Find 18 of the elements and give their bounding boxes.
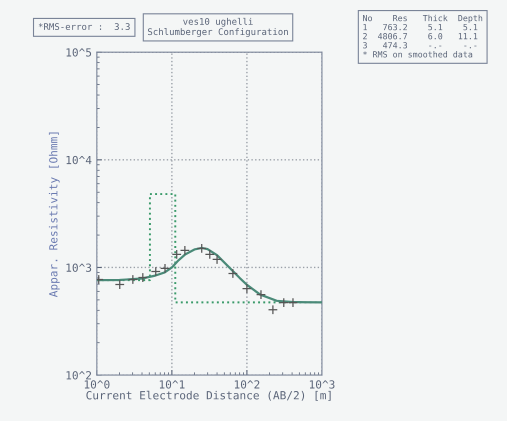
y-tick-label: 10^2 [66,371,92,380]
y-tick-label: 10^4 [66,156,92,164]
chart-title: ves10 ughelli [183,18,253,27]
text: 2 4806.7 6.0 11.1 [363,33,478,40]
x-tick-label: 10^2 [234,380,260,389]
x-tick-label: 10^0 [84,380,110,389]
text: *RMS-error : 3.3 [38,23,130,30]
x-tick-label: 10^1 [160,380,184,389]
y-tick-label: 10^5 [66,48,92,57]
text: No Res Thick Depth [363,14,482,23]
x-tick-label: 10^3 [310,380,334,389]
y-tick-label: 10^3 [66,263,92,272]
chart-subtitle: Schlumberger Configuration [148,28,288,37]
text: 1 763.2 5.1 5.1 [364,24,478,30]
x-axis-title: Current Electrode Distance (AB/2) [m] [86,390,331,401]
y-axis-title: Appar. Resistivity [Ohmm] [48,132,60,298]
text: * RMS on smoothed data [363,51,472,58]
text: 3 474.3 -.- -.- [363,42,476,48]
